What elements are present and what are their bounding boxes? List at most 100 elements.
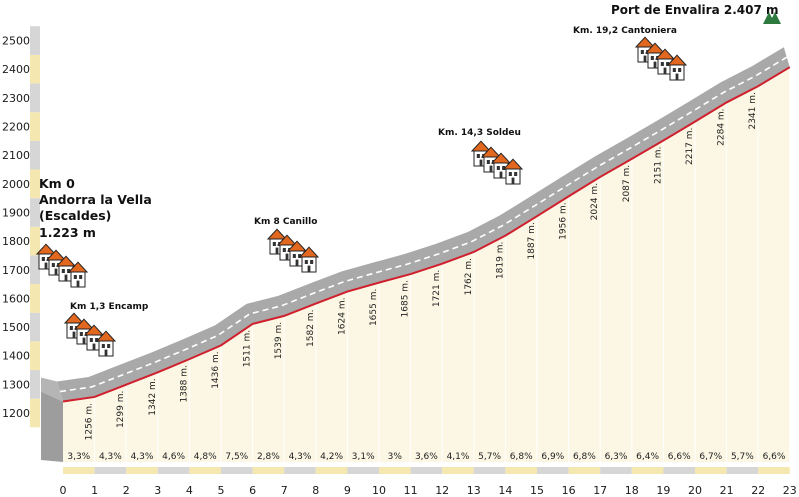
altitude-label: 1299 m. (116, 391, 126, 428)
y-axis-labels: 1200 1300 1400 1500 1600 1700 1800 1900 2000 2100… (2, 35, 30, 420)
gradient-label: 6,8% (510, 452, 533, 462)
start-label: 1.223 m (39, 225, 96, 240)
x-tick-label: 22 (751, 484, 765, 497)
altitude-label: 1582 m. (306, 310, 316, 347)
x-band-segment (537, 467, 569, 474)
altitude-label: 1685 m. (401, 280, 411, 317)
x-tick-label: 18 (625, 484, 639, 497)
y-band-segment (30, 341, 40, 371)
gradient-label: 5,7% (478, 452, 501, 462)
place-label: Km 1,3 Encamp (70, 302, 149, 312)
x-tick-label: 19 (656, 484, 670, 497)
village-andorra (35, 243, 89, 288)
house-icon (298, 246, 320, 273)
profile-plot: 1256 m. 1299 m. 1342 m. 1388 m. 1436 m. 1511 … (41, 47, 791, 462)
place-label: Km. 19,2 Cantoniera (573, 26, 677, 36)
y-tick-label: 1700 (2, 264, 30, 277)
y-band-segment (30, 370, 40, 399)
house-icon (95, 330, 117, 357)
y-tick-label: 2300 (2, 92, 30, 105)
x-band-segment (631, 467, 664, 474)
gradient-label: 4,1% (447, 452, 470, 462)
y-band-segment (30, 26, 40, 55)
x-tick-label: 9 (344, 484, 351, 497)
x-tick-label: 1 (91, 484, 98, 497)
altitude-label: 2024 m. (590, 183, 600, 220)
x-tick-label: 3 (154, 484, 161, 497)
y-band-segment (30, 255, 40, 285)
village-canillo (266, 228, 320, 273)
gradient-label: 4,3% (289, 452, 312, 462)
gradient-label: 6,9% (541, 452, 564, 462)
house-icon (83, 324, 105, 351)
start-label: (Escaldes) (39, 208, 111, 223)
x-tick-label: 14 (498, 484, 512, 497)
gradient-label: 5,7% (731, 452, 754, 462)
x-band-segment (252, 467, 285, 474)
x-axis-band (63, 467, 790, 474)
house-icon (502, 158, 524, 185)
x-band-segment (758, 467, 790, 474)
house-icon (490, 152, 512, 179)
gradient-label: 6,7% (699, 452, 722, 462)
house-icon (286, 240, 308, 267)
x-tick-label: 23 (783, 484, 797, 497)
y-tick-label: 2500 (2, 35, 30, 48)
y-tick-label: 1800 (2, 235, 30, 248)
y-band-segment (30, 54, 40, 84)
x-tick-label: 21 (720, 484, 734, 497)
y-band-segment (30, 169, 40, 199)
start-label: Km 0 (39, 176, 75, 191)
gradient-label: 4,3% (99, 452, 122, 462)
x-band-segment (600, 467, 632, 474)
altitude-label: 2284 m. (717, 108, 727, 145)
profile-line (62, 66, 791, 403)
altitude-label: 1511 m. (243, 330, 253, 367)
x-tick-label: 20 (688, 484, 702, 497)
gradient-label: 4,6% (162, 452, 185, 462)
gradient-label: 6,4% (636, 452, 659, 462)
x-band-segment (284, 467, 316, 474)
profile-fill (63, 67, 790, 462)
y-band-segment (30, 226, 40, 256)
altitude-label: 1342 m. (148, 378, 158, 415)
house-icon (67, 261, 89, 288)
x-tick-label: 8 (312, 484, 319, 497)
x-tick-label: 17 (593, 484, 607, 497)
y-tick-label: 1900 (2, 206, 30, 219)
place-label: Km. 14,3 Soldeu (438, 128, 521, 138)
altitude-label: 1721 m. (432, 270, 442, 307)
y-band-segment (30, 398, 40, 428)
altitude-label: 2217 m. (685, 128, 695, 165)
gradient-label: 6,6% (668, 452, 691, 462)
x-band-segment (568, 467, 601, 474)
house-icon (666, 54, 688, 81)
y-tick-label: 2400 (2, 63, 30, 76)
y-tick-label: 2000 (2, 178, 30, 191)
x-band-segment (63, 467, 95, 474)
x-band-segment (315, 467, 348, 474)
y-tick-label: 2100 (2, 149, 30, 162)
altitude-label: 1956 m. (559, 202, 569, 239)
x-band-segment (442, 467, 474, 474)
x-tick-label: 5 (218, 484, 225, 497)
gradient-label: 7,5% (225, 452, 248, 462)
x-tick-label: 15 (530, 484, 544, 497)
gradient-label: 4,3% (131, 452, 154, 462)
place-label: Km 8 Canillo (254, 217, 317, 227)
x-band-segment (126, 467, 158, 474)
x-axis-labels: 0 1 2 3 4 5 6 7 8 9 10 11 12 13 14 15 16 17 18 19 20 21 22 23 (60, 484, 797, 497)
x-band-segment (726, 467, 759, 474)
x-band-segment (347, 467, 379, 474)
summit-label: Port de Envalira 2.407 m (611, 3, 779, 17)
y-tick-label: 1200 (2, 407, 30, 420)
profile-front-edge (41, 391, 63, 462)
altitude-label: 1539 m. (274, 322, 284, 359)
house-icon (654, 48, 676, 75)
road-centerline (59, 56, 788, 393)
gradient-label: 3,1% (352, 452, 375, 462)
x-tick-label: 12 (435, 484, 449, 497)
x-band-segment (695, 467, 727, 474)
